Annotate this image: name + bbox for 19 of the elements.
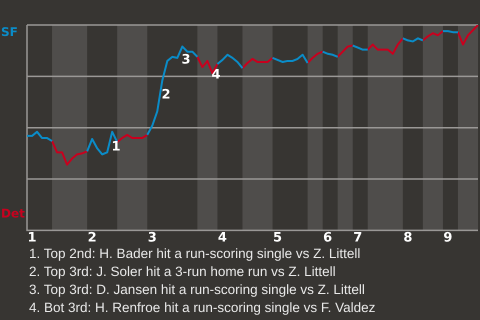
annotation: 3 [181,52,191,68]
x-tick-label: 2 [88,230,97,246]
annotation: 4 [211,67,221,82]
text: 4. Bot 3rd: H. Renfroe hit a run-scoring single vs F. Valdez [29,299,376,317]
x-tick-label: 1 [27,230,37,246]
text: SF [1,25,18,40]
x-tick-label: 7 [353,230,362,246]
text: Det [1,206,26,221]
x-tick-label: 3 [148,230,157,246]
x-tick-label: 8 [403,230,412,246]
x-tick-label: 6 [323,230,332,246]
annotation: 2 [161,87,171,102]
text: 2. Top 3rd: J. Soler hit a 3-run home run vs Z. Littell [29,263,337,281]
x-tick-label: 5 [273,230,282,246]
text: 1. Top 2nd: H. Bader hit a run-scoring single vs Z. Littell [29,245,362,263]
text: 3. Top 3rd: D. Jansen hit a run-scoring single vs Z. Littell [29,281,366,299]
x-tick-label: 9 [443,230,452,246]
annotation: 1 [111,139,121,154]
x-tick-label: 4 [218,230,227,246]
